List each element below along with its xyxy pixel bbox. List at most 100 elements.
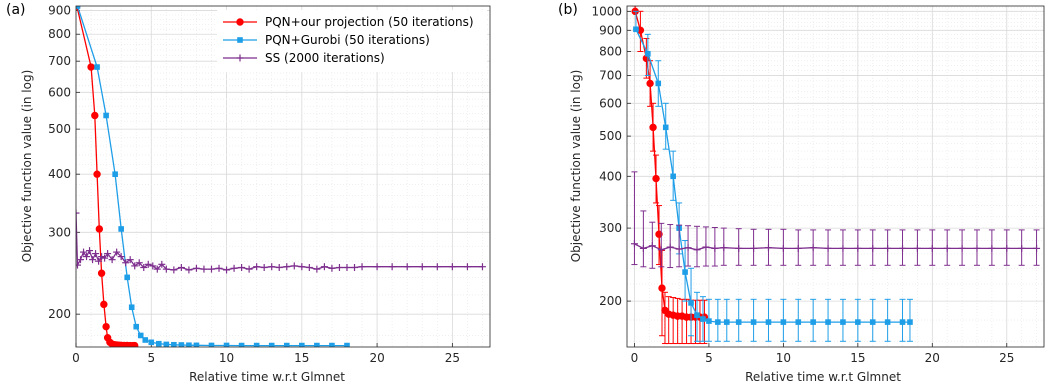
data-point [711,244,719,252]
data-point [884,319,891,325]
x-tick-label: 25 [999,351,1014,365]
panel-a-y-axis-label: Objective function value (in log) [20,70,34,263]
data-point [854,244,862,252]
data-point [958,244,966,252]
data-point [702,243,710,251]
data-point [230,264,238,272]
data-point [314,342,320,347]
y-tick-label: 800 [599,44,622,58]
data-point [750,244,758,252]
data-point [178,342,185,347]
data-point [124,274,130,281]
data-point [171,341,177,347]
data-point [76,6,81,9]
data-point [973,244,981,252]
y-tick-label: 700 [48,54,71,68]
y-tick-label: 200 [48,307,71,321]
data-point [299,342,305,347]
data-point [1003,244,1011,252]
data-point [177,264,185,272]
panel-b-x-axis-label: Relative time w.r.t Glmnet [745,370,901,384]
data-point [223,342,230,347]
x-tick-label: 15 [850,351,865,365]
data-point [95,225,104,233]
y-tick-label: 200 [599,294,622,308]
data-point [97,269,106,277]
data-point [655,230,663,238]
data-point [126,256,134,264]
data-point [122,259,130,267]
data-point [112,171,118,178]
data-point [403,263,411,271]
series-square [632,10,913,342]
series-circle [631,6,709,345]
data-point [928,244,936,252]
data-point [657,246,665,254]
data-point [89,256,97,264]
data-point [329,342,335,347]
data-point [76,209,80,217]
series-square [76,6,350,347]
data-point [328,264,336,272]
data-point [86,247,94,255]
panel-b-label: (b) [558,2,578,18]
data-point [215,264,223,272]
data-point [133,323,140,330]
data-point [639,244,647,252]
data-point [103,112,109,119]
data-point [185,266,193,274]
data-point [102,322,110,331]
data-point [268,342,275,347]
data-point [463,263,471,271]
data-point [655,80,662,87]
data-point [988,244,996,252]
data-point [128,304,135,311]
data-point [117,253,125,261]
data-point [131,341,139,347]
series-plus [630,171,1041,269]
data-point [283,263,291,271]
data-point [149,262,157,270]
data-point [131,262,139,270]
data-point [913,244,921,252]
series-plus [76,209,486,274]
x-tick-label: 20 [369,351,384,365]
y-tick-label: 600 [48,85,71,99]
legend-marker [236,54,244,62]
x-tick-label: 10 [219,351,234,365]
y-tick-label: 300 [599,221,622,235]
panel-a-series [76,6,486,347]
data-point [907,319,913,325]
data-point [335,264,343,272]
data-point [268,263,276,271]
panel-a-label: (a) [6,2,26,18]
data-point [351,264,359,272]
data-point [646,79,654,88]
data-point [344,342,350,347]
data-point [253,342,260,347]
data-point [662,124,669,131]
data-point [373,263,381,271]
data-point [104,250,112,258]
data-point [723,319,730,325]
data-point [448,263,456,271]
y-tick-label: 700 [599,69,622,83]
data-point [140,264,148,272]
data-point [388,263,396,271]
data-point [153,265,161,273]
data-point [245,265,253,273]
data-point [358,263,366,271]
data-point [840,319,846,325]
y-tick-label: 400 [599,169,622,183]
data-point [666,243,674,251]
data-point [700,316,706,322]
data-point [433,263,441,271]
data-point [1033,244,1041,252]
legend-box [217,10,487,72]
data-point [899,244,907,252]
data-point [320,263,328,271]
data-point [720,244,728,252]
x-tick-label: 15 [294,351,309,365]
data-point [83,253,91,261]
data-point [283,342,290,347]
